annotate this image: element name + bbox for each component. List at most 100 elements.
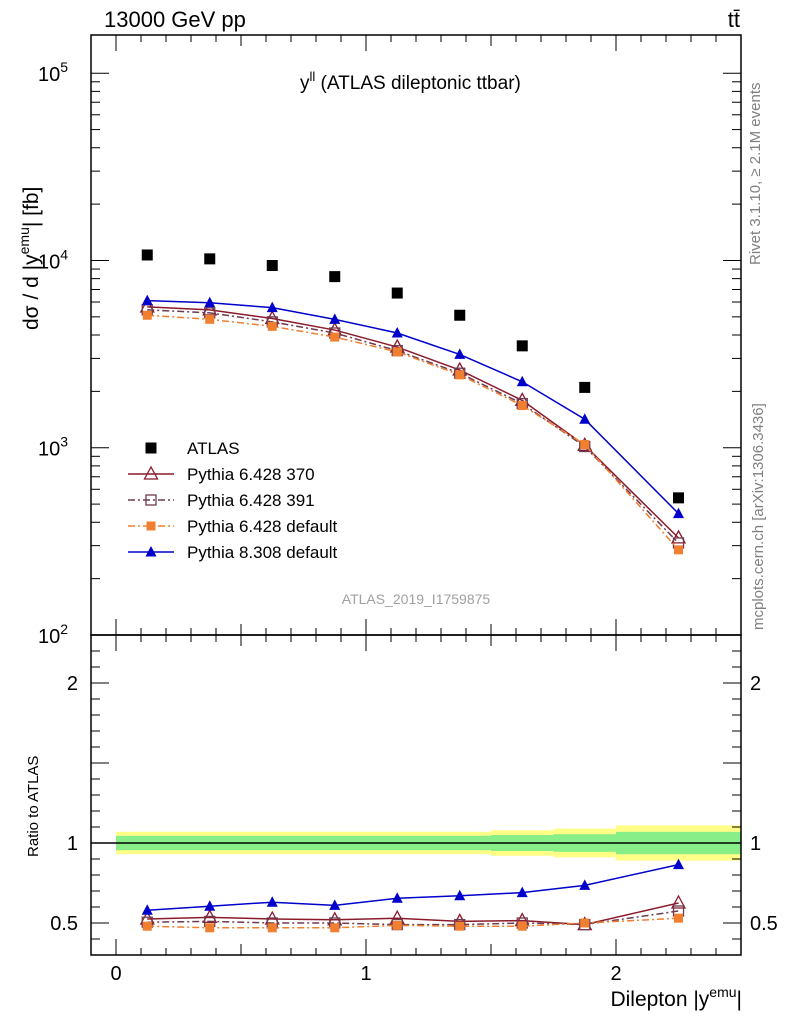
ratio-point [673,858,684,870]
x-label-text: Dilepton |y [610,988,709,1011]
data-point [205,314,215,324]
data-point [142,310,152,320]
data-point [204,296,216,308]
data-point [329,313,341,324]
legend-label: ATLAS [187,439,240,458]
header-energy: 13000 GeV pp [104,7,246,32]
data-point [204,253,216,265]
y-tick-label-ratio-right: 0.5 [750,913,778,935]
mcplots-label: mcplots.cern.ch [arXiv:1306.3436] [750,403,767,630]
y-tick-label-ratio-left: 0.5 [50,913,78,935]
legend: ATLAS Pythia 6.428 370 Pythia 6.428 391 Pyt… [128,439,338,562]
rivet-label: Rivet 3.1.10, ≥ 2.1M events [747,83,764,266]
ratio-point [266,896,278,907]
x-label-tail: | [737,988,742,1011]
ratio-point [516,886,528,898]
plot-title-main: y [300,73,310,94]
ratio-series-2 [142,913,683,933]
x-axis-label: Dilepton |yemu| [610,984,742,1011]
legend-entry: Pythia 6.428 default [128,517,338,536]
ratio-point [267,923,277,933]
ratio-point [674,913,683,923]
y-tick-label-main: 103 [38,434,68,461]
ratio-point [579,879,591,890]
series-0 [141,249,684,504]
ratio-point [392,920,402,930]
legend-label: Pythia 8.308 default [187,543,338,562]
ratio-point [455,921,465,931]
y-tick-base: 10 [38,64,60,86]
data-point [141,249,153,261]
y-label-main-sup: emu [16,227,32,254]
y-tick-label-ratio-right: 1 [750,833,761,855]
ratio-point [454,889,466,901]
y-tick-label-ratio-left: 2 [67,673,78,695]
header-process: tt̄ [728,7,740,32]
y-tick-label-main: 102 [38,621,68,648]
data-point [673,507,684,519]
data-point [516,340,528,352]
x-tick-label: 0 [110,963,121,985]
y-axis-label-main: dσ / d |yemu| [fb] [16,187,43,330]
legend-entry: Pythia 6.428 370 [128,465,315,484]
data-point [674,545,683,555]
y-tick-base: 10 [38,251,60,273]
y-label-main-text: dσ / d |y [20,254,43,330]
data-point [579,381,591,393]
y-tick-exp: 2 [60,621,68,637]
series-3 [142,310,683,555]
data-point [516,375,528,387]
data-point [266,260,278,272]
legend-marker [146,521,156,531]
y-tick-label-ratio-right: 2 [750,673,761,695]
y-tick-exp: 3 [60,434,68,450]
ratio-line [147,902,679,926]
legend-entry: ATLAS [145,439,240,458]
data-point [266,301,278,313]
series-4 [141,294,684,519]
ratio-series-3 [141,858,684,915]
y-tick-label-ratio-left: 1 [67,833,78,855]
x-tick-label: 2 [610,963,621,985]
x-label-sup: emu [709,984,736,1000]
data-point [454,348,466,359]
legend-entry: Pythia 8.308 default [128,543,338,562]
y-tick-label-main: 104 [38,246,68,273]
data-point [329,271,341,283]
ratio-point [517,921,527,931]
plot-title: yll (ATLAS dileptonic ttbar) [300,69,521,94]
y-tick-base: 10 [38,439,60,461]
ratio-point [205,923,215,933]
data-point [141,294,153,306]
legend-marker [145,442,157,454]
data-point [455,370,465,380]
ratio-point [670,894,687,909]
data-point [391,326,403,338]
y-tick-exp: 5 [60,59,68,75]
legend-entry: Pythia 6.428 391 [128,491,315,510]
ratio-point [580,918,590,928]
y-tick-base: 10 [38,626,60,648]
ratio-point [391,892,403,903]
data-point [391,287,403,299]
axis-ticks [91,35,742,955]
ratio-line [147,863,679,911]
plot-title-rest: (ATLAS dileptonic ttbar) [315,73,521,94]
series-2 [141,304,685,549]
data-point [454,309,466,321]
y-label-main-tail: | [fb] [20,187,43,227]
ratio-point [142,921,152,931]
main-series [139,249,687,555]
ratio-series [139,858,687,933]
x-tick-label: 1 [360,963,371,985]
legend-marker [145,494,157,506]
y-tick-exp: 4 [60,246,68,262]
legend-marker [143,465,159,480]
ratio-point [141,904,153,915]
ratio-plot-frame [90,634,742,956]
ratio-point [330,923,340,933]
legend-label: Pythia 6.428 370 [187,465,315,484]
data-point [579,413,591,424]
